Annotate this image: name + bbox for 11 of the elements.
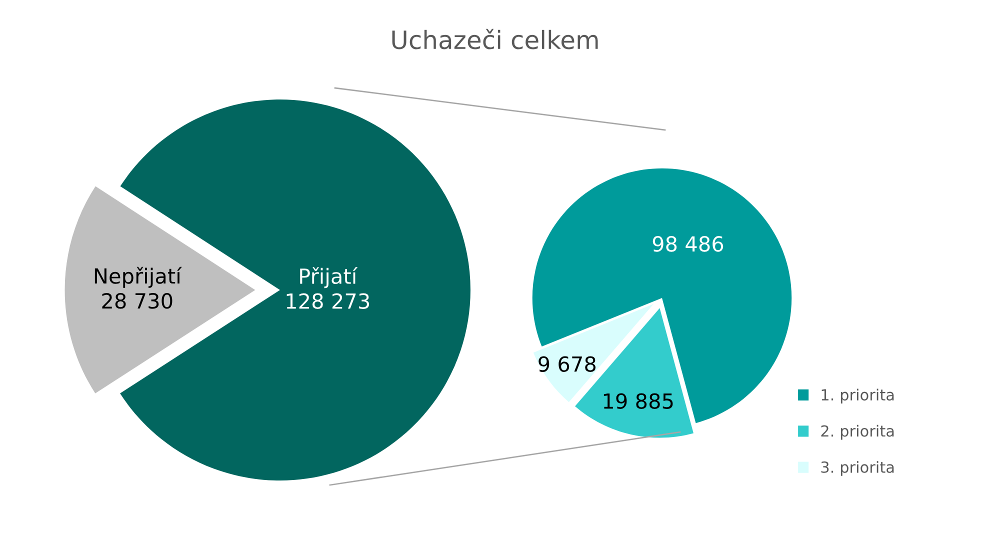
legend-label: 2. priorita (821, 424, 894, 440)
data-label: 98 486 (652, 236, 724, 252)
slice-label: Přijatí (300, 267, 358, 288)
data-label: 9 678 (538, 356, 596, 372)
legend-label: 3. priorita (821, 461, 894, 476)
slice-label: Nepřijatí (94, 266, 182, 288)
data-label: 128 273 (286, 293, 370, 309)
data-label: 19 885 (604, 393, 673, 409)
legend-label: 1. priorita (822, 388, 894, 404)
chart-title: Uchazeči celkem (392, 28, 598, 50)
data-label: 28 730 (102, 293, 172, 309)
